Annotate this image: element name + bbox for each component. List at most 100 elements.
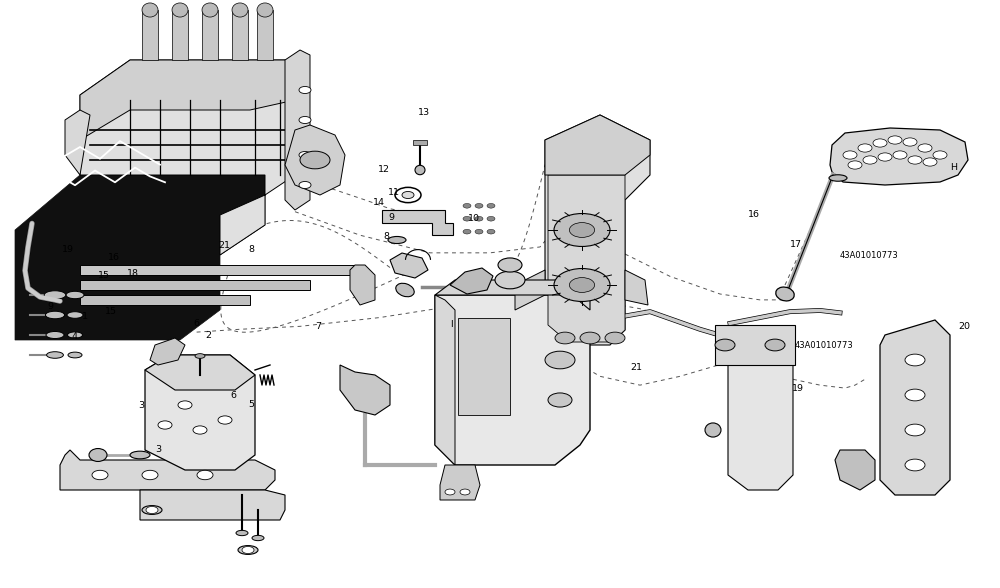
Circle shape xyxy=(463,216,471,221)
Circle shape xyxy=(569,278,595,292)
Text: 5: 5 xyxy=(248,400,254,409)
Circle shape xyxy=(918,144,932,152)
Circle shape xyxy=(843,151,857,159)
Text: 15: 15 xyxy=(98,270,110,280)
Circle shape xyxy=(299,86,311,93)
Circle shape xyxy=(460,489,470,495)
Polygon shape xyxy=(172,10,188,60)
Text: 21: 21 xyxy=(218,241,230,250)
Text: 13: 13 xyxy=(418,108,430,118)
Circle shape xyxy=(888,136,902,144)
Text: 6: 6 xyxy=(230,390,236,400)
Polygon shape xyxy=(390,253,428,278)
Text: 16: 16 xyxy=(748,210,760,219)
Polygon shape xyxy=(715,325,795,365)
Text: 1: 1 xyxy=(82,312,88,321)
Polygon shape xyxy=(835,450,875,490)
Text: H: H xyxy=(950,163,957,172)
Circle shape xyxy=(487,216,495,221)
Circle shape xyxy=(905,354,925,366)
Ellipse shape xyxy=(236,530,248,536)
Ellipse shape xyxy=(195,353,205,358)
Circle shape xyxy=(475,229,483,234)
Polygon shape xyxy=(350,265,375,305)
Circle shape xyxy=(554,213,610,246)
Circle shape xyxy=(402,192,414,199)
Circle shape xyxy=(92,470,108,480)
Circle shape xyxy=(903,138,917,146)
Circle shape xyxy=(545,351,575,369)
Text: 43A01010773: 43A01010773 xyxy=(795,340,854,349)
Circle shape xyxy=(554,269,610,302)
Ellipse shape xyxy=(67,312,83,318)
Circle shape xyxy=(487,203,495,208)
Polygon shape xyxy=(60,450,275,490)
Ellipse shape xyxy=(257,3,273,17)
Circle shape xyxy=(463,203,471,208)
Circle shape xyxy=(923,158,937,166)
Ellipse shape xyxy=(46,332,64,339)
Text: 8: 8 xyxy=(383,232,389,241)
Circle shape xyxy=(498,258,522,272)
Text: 6: 6 xyxy=(193,319,199,328)
Polygon shape xyxy=(728,365,793,490)
Polygon shape xyxy=(285,50,310,210)
Circle shape xyxy=(300,151,330,169)
Text: 9: 9 xyxy=(47,302,53,312)
Circle shape xyxy=(445,489,455,495)
Circle shape xyxy=(605,332,625,344)
Text: 21: 21 xyxy=(630,363,642,372)
Polygon shape xyxy=(80,60,295,255)
Text: 3: 3 xyxy=(155,445,161,455)
Circle shape xyxy=(395,188,421,203)
Circle shape xyxy=(495,271,525,289)
Polygon shape xyxy=(80,280,310,290)
Polygon shape xyxy=(548,175,625,342)
Ellipse shape xyxy=(130,451,150,459)
Text: 2: 2 xyxy=(205,330,211,340)
Ellipse shape xyxy=(232,3,248,17)
Ellipse shape xyxy=(776,287,794,301)
Polygon shape xyxy=(257,10,273,60)
Polygon shape xyxy=(142,10,158,60)
Text: 12: 12 xyxy=(378,165,390,174)
Polygon shape xyxy=(145,355,255,390)
Polygon shape xyxy=(145,355,255,470)
Circle shape xyxy=(580,332,600,344)
Polygon shape xyxy=(435,280,590,310)
Ellipse shape xyxy=(68,352,82,358)
Circle shape xyxy=(193,426,207,434)
Polygon shape xyxy=(285,125,345,195)
Circle shape xyxy=(242,546,254,553)
Polygon shape xyxy=(140,490,285,520)
Circle shape xyxy=(908,156,922,164)
Text: 7: 7 xyxy=(315,322,321,331)
Circle shape xyxy=(569,223,595,238)
Ellipse shape xyxy=(388,236,406,243)
Ellipse shape xyxy=(705,423,721,437)
Text: I: I xyxy=(450,320,453,329)
Polygon shape xyxy=(435,295,455,465)
Ellipse shape xyxy=(415,165,425,175)
Polygon shape xyxy=(15,175,265,340)
Polygon shape xyxy=(458,318,510,415)
Polygon shape xyxy=(545,115,650,175)
Circle shape xyxy=(905,389,925,401)
Ellipse shape xyxy=(44,291,66,299)
Text: 4: 4 xyxy=(72,332,78,341)
Circle shape xyxy=(475,203,483,208)
Polygon shape xyxy=(340,365,390,415)
Polygon shape xyxy=(65,110,90,175)
Text: 9: 9 xyxy=(388,213,394,222)
Ellipse shape xyxy=(829,175,847,181)
Circle shape xyxy=(142,470,158,480)
Circle shape xyxy=(158,421,172,429)
Circle shape xyxy=(299,116,311,123)
Ellipse shape xyxy=(252,535,264,540)
Text: 17: 17 xyxy=(790,239,802,249)
Circle shape xyxy=(933,151,947,159)
Text: 43A01010773: 43A01010773 xyxy=(840,251,899,260)
Polygon shape xyxy=(440,465,480,500)
Text: 10: 10 xyxy=(468,214,480,223)
Text: 19: 19 xyxy=(792,383,804,393)
